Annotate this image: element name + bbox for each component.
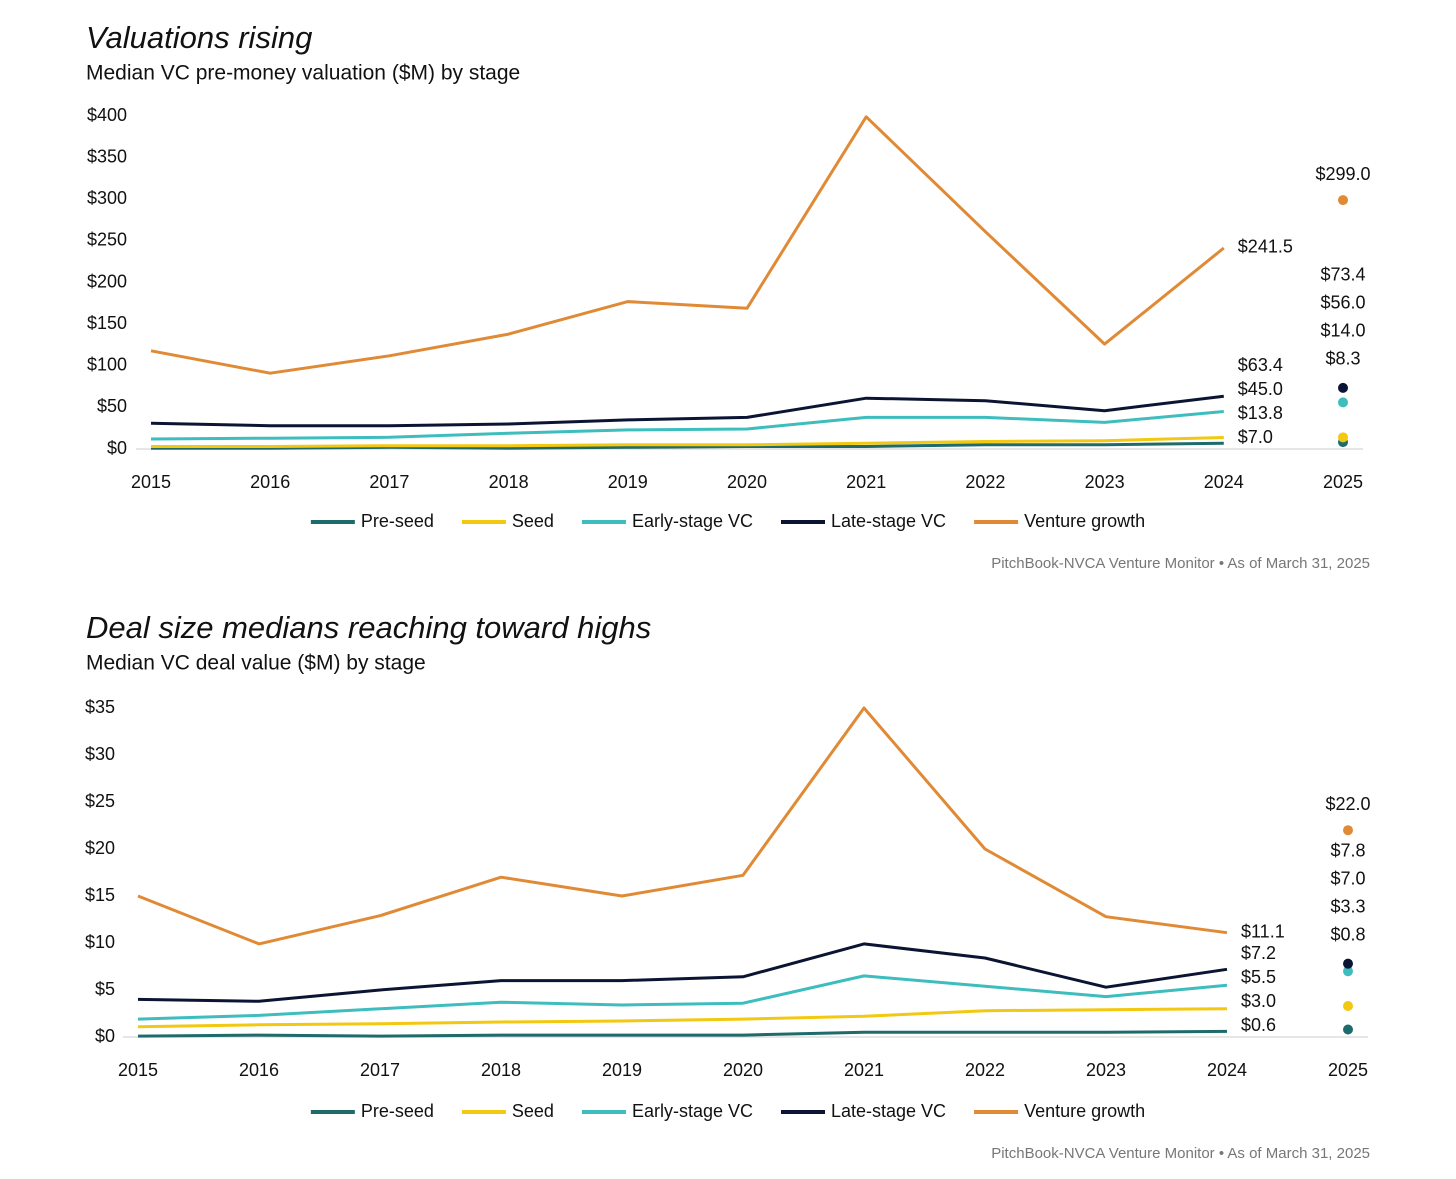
series-line bbox=[150, 394, 1224, 428]
data-label: $8.3 bbox=[1325, 349, 1360, 369]
x-tick-label: 2018 bbox=[481, 1060, 521, 1080]
y-tick-label: $300 bbox=[87, 188, 127, 208]
series-line bbox=[137, 706, 1228, 946]
data-label: $299.0 bbox=[1315, 164, 1370, 184]
series-point bbox=[1343, 825, 1353, 836]
legend-label: Pre-seed bbox=[361, 1101, 434, 1121]
series-line bbox=[150, 410, 1224, 441]
data-label: $241.5 bbox=[1238, 237, 1293, 257]
x-tick-label: 2023 bbox=[1085, 472, 1125, 492]
series-point bbox=[1343, 958, 1353, 969]
series-line bbox=[150, 115, 1225, 375]
legend-label: Early-stage VC bbox=[632, 1101, 753, 1121]
y-tick-label: $200 bbox=[87, 271, 127, 291]
source: PitchBook-NVCA Venture Monitor • As of M… bbox=[991, 555, 1370, 572]
series-point bbox=[1343, 966, 1353, 977]
x-tick-label: 2025 bbox=[1328, 1060, 1368, 1080]
x-tick-label: 2023 bbox=[1086, 1060, 1126, 1080]
y-tick-label: $10 bbox=[85, 932, 115, 952]
y-tick-label: $0 bbox=[107, 438, 127, 458]
y-tick-label: $150 bbox=[87, 313, 127, 333]
x-tick-label: 2021 bbox=[844, 1060, 884, 1080]
data-label: $13.8 bbox=[1238, 403, 1283, 423]
y-tick-label: $35 bbox=[85, 697, 115, 717]
series-point bbox=[1343, 1000, 1353, 1011]
series-point bbox=[1338, 195, 1348, 206]
x-tick-label: 2022 bbox=[965, 1060, 1005, 1080]
series-line bbox=[137, 1007, 1228, 1029]
legend-label: Pre-seed bbox=[361, 511, 434, 531]
chart-title: Valuations rising bbox=[86, 20, 312, 55]
data-label: $7.0 bbox=[1238, 427, 1273, 447]
legend-label: Late-stage VC bbox=[831, 511, 946, 531]
data-label: $3.0 bbox=[1241, 991, 1276, 1011]
x-tick-label: 2024 bbox=[1207, 1060, 1247, 1080]
source: PitchBook-NVCA Venture Monitor • As of M… bbox=[991, 1145, 1370, 1162]
x-tick-label: 2022 bbox=[965, 472, 1005, 492]
data-label: $63.4 bbox=[1238, 355, 1283, 375]
y-tick-label: $100 bbox=[87, 355, 127, 375]
series-point bbox=[1338, 432, 1348, 443]
legend-label: Early-stage VC bbox=[632, 511, 753, 531]
chart-subtitle: Median VC deal value ($M) by stage bbox=[86, 652, 426, 675]
legend-label: Seed bbox=[512, 511, 554, 531]
data-label: $0.8 bbox=[1330, 924, 1365, 944]
x-tick-label: 2019 bbox=[608, 472, 648, 492]
chart-subtitle: Median VC pre-money valuation ($M) by st… bbox=[86, 62, 520, 85]
chart-title: Deal size medians reaching toward highs bbox=[86, 610, 651, 645]
legend-label: Late-stage VC bbox=[831, 1101, 946, 1121]
x-tick-label: 2016 bbox=[250, 472, 290, 492]
x-tick-label: 2017 bbox=[360, 1060, 400, 1080]
x-tick-label: 2024 bbox=[1204, 472, 1244, 492]
data-label: $22.0 bbox=[1325, 794, 1370, 814]
data-label: $45.0 bbox=[1238, 379, 1283, 399]
data-label: $3.3 bbox=[1330, 896, 1365, 916]
x-tick-label: 2020 bbox=[723, 1060, 763, 1080]
x-tick-label: 2020 bbox=[727, 472, 767, 492]
series-point bbox=[1338, 397, 1348, 408]
x-tick-label: 2018 bbox=[489, 472, 529, 492]
data-label: $7.8 bbox=[1330, 840, 1365, 860]
x-tick-label: 2016 bbox=[239, 1060, 279, 1080]
x-tick-label: 2025 bbox=[1323, 472, 1363, 492]
data-label: $7.2 bbox=[1241, 943, 1276, 963]
y-tick-label: $250 bbox=[87, 230, 127, 250]
data-label: $0.6 bbox=[1241, 1015, 1276, 1035]
series-line bbox=[137, 1029, 1228, 1038]
y-tick-label: $0 bbox=[95, 1026, 115, 1046]
y-tick-label: $50 bbox=[97, 396, 127, 416]
series-line bbox=[137, 974, 1228, 1021]
data-label: $11.1 bbox=[1241, 921, 1285, 941]
y-tick-label: $30 bbox=[85, 744, 115, 764]
data-label: $56.0 bbox=[1320, 293, 1365, 313]
y-tick-label: $350 bbox=[87, 146, 127, 166]
legend-label: Venture growth bbox=[1024, 1101, 1145, 1121]
series-point bbox=[1338, 382, 1348, 393]
legend-label: Venture growth bbox=[1024, 511, 1145, 531]
x-tick-label: 2015 bbox=[118, 1060, 158, 1080]
series-line bbox=[151, 441, 1224, 450]
series-line bbox=[151, 436, 1224, 448]
y-tick-label: $25 bbox=[85, 791, 115, 811]
y-tick-label: $5 bbox=[95, 979, 115, 999]
x-tick-label: 2017 bbox=[369, 472, 409, 492]
y-tick-label: $20 bbox=[85, 838, 115, 858]
data-label: $14.0 bbox=[1320, 321, 1365, 341]
legend-label: Seed bbox=[512, 1101, 554, 1121]
x-tick-label: 2021 bbox=[846, 472, 886, 492]
data-label: $7.0 bbox=[1330, 868, 1365, 888]
y-tick-label: $400 bbox=[87, 105, 127, 125]
x-tick-label: 2015 bbox=[131, 472, 171, 492]
series-line bbox=[137, 942, 1228, 1003]
series-point bbox=[1343, 1024, 1353, 1035]
y-tick-label: $15 bbox=[85, 885, 115, 905]
x-tick-label: 2019 bbox=[602, 1060, 642, 1080]
data-label: $73.4 bbox=[1320, 265, 1365, 285]
data-label: $5.5 bbox=[1241, 967, 1276, 987]
